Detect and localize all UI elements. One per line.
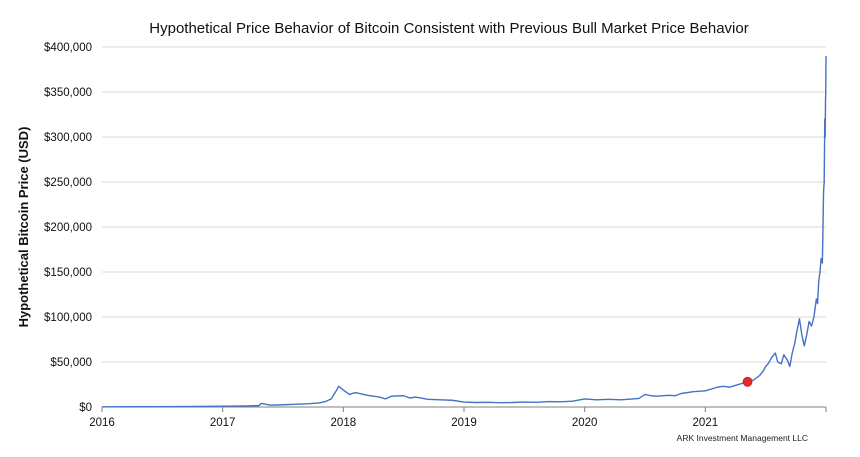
x-tick-label: 2017 bbox=[210, 417, 236, 429]
y-tick-label: $50,000 bbox=[50, 357, 92, 369]
y-tick-label: $150,000 bbox=[44, 267, 92, 279]
x-tick-label: 2020 bbox=[572, 417, 598, 429]
y-tick-label: $200,000 bbox=[44, 222, 92, 234]
price-series-line bbox=[101, 55, 827, 408]
y-tick-label: $0 bbox=[79, 402, 92, 414]
x-tick-label: 2016 bbox=[89, 417, 115, 429]
y-tick-label: $100,000 bbox=[44, 312, 92, 324]
source-credit: ARK Investment Management LLC bbox=[677, 433, 808, 443]
current-price-marker bbox=[742, 376, 753, 387]
y-tick-labels: $0 $50,000 $100,000 $150,000 $200,000 $250,00… bbox=[44, 42, 92, 414]
x-tick-labels: 2016 2017 2018 2019 2020 2021 bbox=[89, 417, 718, 429]
axes bbox=[101, 406, 827, 412]
y-tick-label: $350,000 bbox=[44, 87, 92, 99]
x-tick-label: 2018 bbox=[331, 417, 357, 429]
y-tick-label: $400,000 bbox=[44, 42, 92, 54]
y-tick-label: $300,000 bbox=[44, 132, 92, 144]
y-axis-label: Hypothetical Bitcoin Price (USD) bbox=[16, 127, 31, 328]
chart-title: Hypothetical Price Behavior of Bitcoin C… bbox=[149, 20, 748, 37]
x-tick-label: 2021 bbox=[693, 417, 719, 429]
grid-lines bbox=[102, 46, 826, 363]
y-tick-label: $250,000 bbox=[44, 177, 92, 189]
x-tick-label: 2019 bbox=[451, 417, 477, 429]
